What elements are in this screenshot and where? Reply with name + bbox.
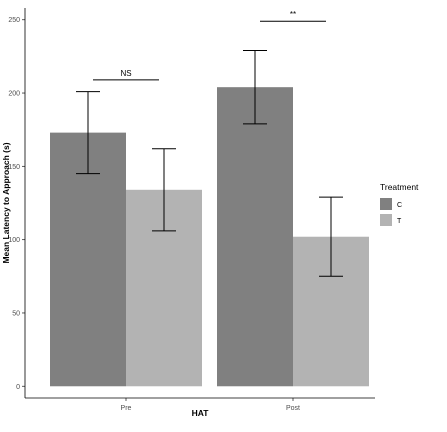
bar-c-post (217, 87, 293, 387)
legend-title: Treatment (380, 182, 419, 192)
legend-items: CT (380, 198, 402, 226)
significance-label: NS (120, 69, 131, 78)
y-axis-title: Mean Latency to Approach (s) (1, 142, 11, 263)
x-axis-title: HAT (192, 408, 210, 418)
bar-c-pre (50, 132, 126, 387)
y-tick-label: 0 (16, 384, 20, 391)
x-tick-label: Post (286, 405, 300, 412)
significance-label: ** (290, 10, 296, 19)
legend-key-t (380, 214, 392, 226)
y-tick-label: 150 (8, 164, 20, 171)
legend-key-c (380, 198, 392, 210)
y-tick-label: 50 (12, 310, 20, 317)
legend: Treatment CT (380, 182, 419, 226)
plot-area: 0 50 100 150 200 250 Pre Post NS ** (8, 10, 369, 412)
legend-label-t: T (397, 218, 402, 225)
x-tick-label: Pre (121, 405, 132, 412)
y-tick-label: 100 (8, 237, 20, 244)
y-tick-label: 250 (8, 17, 20, 24)
legend-label-c: C (397, 202, 402, 209)
y-tick-label: 200 (8, 91, 20, 98)
